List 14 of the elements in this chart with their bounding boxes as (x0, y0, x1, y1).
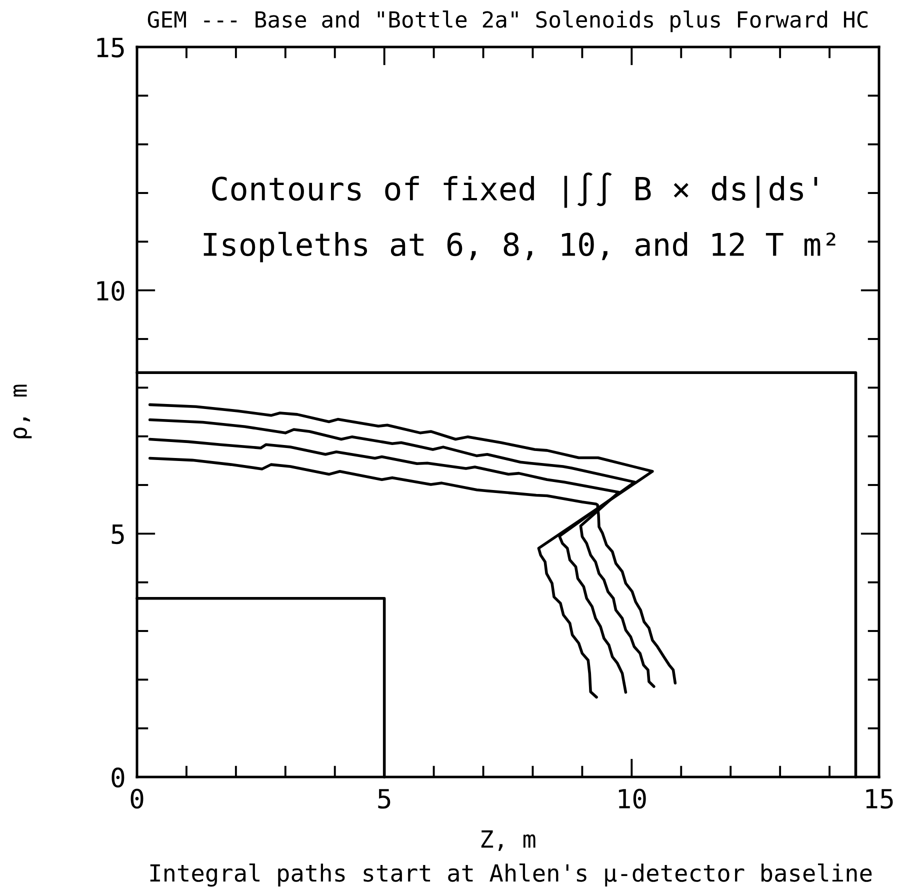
x-axis-title: Z, m (481, 830, 536, 851)
annotation: Contours of fixed |∫∫ B × ds|ds' (212, 172, 818, 208)
y-tick-label: 0 (112, 768, 124, 788)
x-tick-label: 15 (866, 789, 893, 809)
chart-title: GEM --- Base and "Bottle 2a" Solenoids plus Forward HC (148, 10, 868, 32)
y-tick-label: 10 (97, 280, 124, 301)
y-axis-title: ρ, m (14, 384, 32, 438)
text: Integral paths start at Ahlen's μ-detector baseline (150, 863, 872, 887)
y-tick-label: 5 (112, 524, 124, 544)
y-tick-label: 15 (97, 38, 124, 58)
x-tick-label: 5 (378, 789, 390, 809)
annotation: Isopleths at 6, 8, 10, and 12 T m² (204, 232, 836, 262)
x-tick-label: 0 (130, 788, 144, 809)
x-tick-label: 10 (618, 788, 646, 809)
